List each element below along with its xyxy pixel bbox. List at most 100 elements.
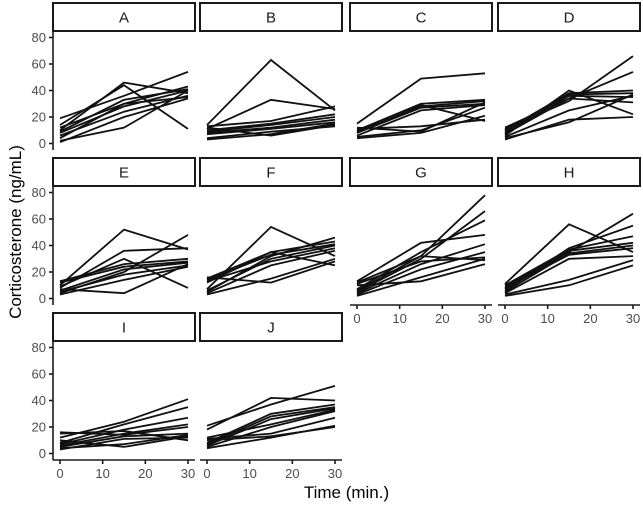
subject-line bbox=[206, 410, 336, 448]
subject-line bbox=[206, 257, 336, 296]
facet-strip bbox=[199, 312, 343, 342]
subject-line bbox=[59, 96, 189, 139]
x-tick-label: 30 bbox=[181, 466, 195, 481]
subject-line bbox=[206, 113, 336, 132]
subject-line bbox=[59, 406, 189, 444]
y-tick-label: 40 bbox=[32, 83, 46, 98]
subject-line bbox=[206, 58, 336, 126]
facet-label: I bbox=[122, 320, 126, 337]
facet-strip bbox=[52, 312, 196, 342]
subject-line bbox=[206, 416, 336, 440]
facet-label: E bbox=[119, 165, 129, 182]
subject-line bbox=[206, 121, 336, 136]
y-tick-label: 20 bbox=[32, 265, 46, 280]
y-tick-label: 80 bbox=[32, 340, 46, 355]
subject-line bbox=[59, 264, 189, 293]
subject-line bbox=[356, 219, 486, 290]
facet-label: F bbox=[266, 165, 275, 182]
y-tick-label: 80 bbox=[32, 185, 46, 200]
facet-label: G bbox=[415, 165, 427, 182]
x-tick-label: 20 bbox=[435, 311, 449, 326]
subject-line bbox=[59, 436, 189, 451]
subject-line bbox=[59, 88, 189, 133]
facet-label: J bbox=[267, 320, 275, 337]
subject-line bbox=[356, 210, 486, 293]
y-tick-label: 0 bbox=[39, 136, 46, 151]
facet-strip bbox=[497, 2, 641, 32]
subject-line bbox=[504, 255, 634, 294]
x-tick-label: 0 bbox=[56, 466, 63, 481]
subject-line bbox=[59, 84, 189, 130]
subject-line bbox=[59, 89, 189, 142]
facet-strip bbox=[497, 157, 641, 187]
y-tick-label: 40 bbox=[32, 393, 46, 408]
subject-line bbox=[59, 89, 189, 134]
facet-strip bbox=[52, 157, 196, 187]
y-tick-label: 60 bbox=[32, 212, 46, 227]
subject-line bbox=[504, 264, 634, 297]
subject-line bbox=[59, 435, 189, 448]
subject-line bbox=[206, 98, 336, 130]
subject-line bbox=[59, 228, 189, 286]
subject-line bbox=[59, 416, 189, 446]
subject-line bbox=[356, 263, 486, 287]
facet-strip bbox=[199, 157, 343, 187]
subject-line bbox=[206, 105, 336, 128]
subject-line bbox=[356, 106, 486, 138]
y-tick-label: 20 bbox=[32, 110, 46, 125]
subject-line bbox=[356, 118, 486, 130]
y-tick-label: 20 bbox=[32, 420, 46, 435]
subject-line bbox=[504, 116, 634, 141]
facet-label: A bbox=[119, 10, 129, 27]
subject-line bbox=[206, 251, 336, 284]
y-axis-title: Corticosterone (ng/mL) bbox=[6, 145, 25, 319]
x-tick-label: 30 bbox=[478, 311, 492, 326]
x-tick-label: 0 bbox=[501, 311, 508, 326]
x-axis-title: Time (min.) bbox=[303, 483, 390, 502]
x-tick-label: 20 bbox=[285, 466, 299, 481]
y-tick-label: 40 bbox=[32, 238, 46, 253]
facet-strip bbox=[349, 2, 493, 32]
y-tick-label: 0 bbox=[39, 446, 46, 461]
subject-line bbox=[504, 92, 634, 133]
subject-line bbox=[356, 72, 486, 125]
x-tick-label: 20 bbox=[138, 466, 152, 481]
x-tick-label: 10 bbox=[392, 311, 406, 326]
x-tick-label: 0 bbox=[203, 466, 210, 481]
x-tick-label: 10 bbox=[242, 466, 256, 481]
subject-line bbox=[206, 396, 336, 431]
subject-line bbox=[356, 257, 486, 297]
subject-line bbox=[206, 125, 336, 140]
subject-line bbox=[206, 249, 336, 295]
subject-line bbox=[206, 426, 336, 442]
facet-label: C bbox=[416, 10, 427, 27]
subject-line bbox=[504, 89, 634, 132]
facet-strip bbox=[349, 157, 493, 187]
subject-line bbox=[206, 260, 336, 284]
y-tick-label: 60 bbox=[32, 367, 46, 382]
y-tick-label: 0 bbox=[39, 291, 46, 306]
y-tick-label: 80 bbox=[32, 30, 46, 45]
x-tick-label: 10 bbox=[95, 466, 109, 481]
subject-line bbox=[206, 122, 336, 141]
subject-line bbox=[59, 263, 189, 295]
facet-label: D bbox=[564, 10, 575, 27]
subject-line bbox=[206, 244, 336, 292]
facet-strip bbox=[199, 2, 343, 32]
x-tick-label: 30 bbox=[626, 311, 640, 326]
y-tick-label: 60 bbox=[32, 57, 46, 72]
facet-strip bbox=[52, 2, 196, 32]
subject-line bbox=[206, 408, 336, 439]
subject-line bbox=[504, 94, 634, 138]
subject-line bbox=[59, 81, 189, 132]
subject-line bbox=[59, 261, 189, 292]
subject-line bbox=[356, 98, 486, 132]
subject-line bbox=[356, 256, 486, 285]
subject-line bbox=[59, 257, 189, 283]
subject-line bbox=[504, 89, 634, 137]
subject-line bbox=[504, 244, 634, 293]
subject-line bbox=[59, 97, 189, 144]
subject-line bbox=[59, 260, 189, 284]
